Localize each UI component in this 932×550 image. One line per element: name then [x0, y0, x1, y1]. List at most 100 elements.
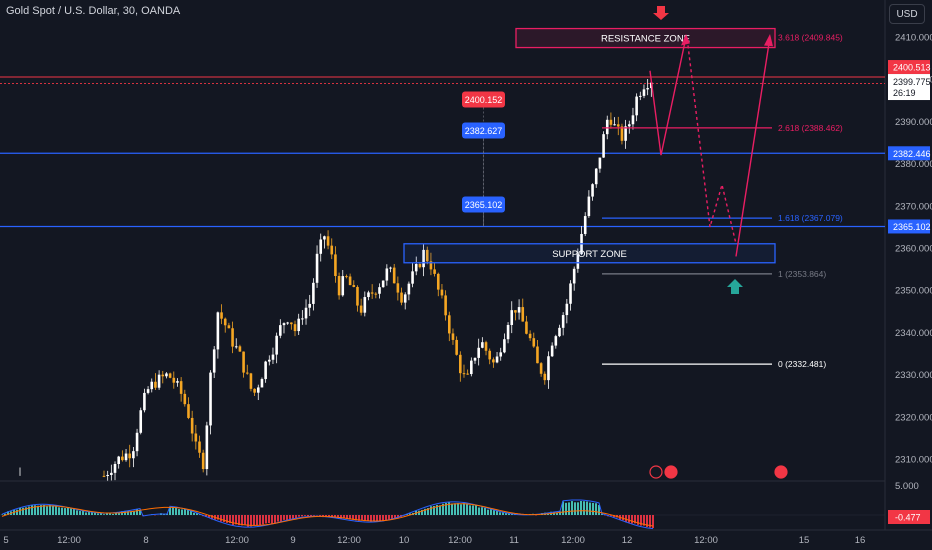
price-tick: 2410.000: [895, 33, 932, 44]
candle-body: [374, 293, 378, 295]
macd-histogram-bar: [406, 514, 408, 515]
macd-histogram-bar: [49, 504, 51, 515]
candle-body: [282, 323, 286, 326]
macd-histogram-bar: [448, 502, 450, 515]
macd-histogram-bar: [19, 507, 21, 515]
macd-histogram-bar: [184, 508, 186, 515]
macd-histogram-bar: [211, 515, 213, 520]
macd-histogram-bar: [568, 502, 570, 515]
macd-histogram-bar: [178, 509, 180, 515]
price-tag-box: [888, 219, 930, 234]
candle-body: [172, 377, 176, 383]
macd-histogram-bar: [208, 515, 210, 518]
candle-body: [624, 126, 627, 141]
zone-box: [403, 243, 776, 264]
time-tick: 12:00: [57, 535, 81, 546]
macd-histogram-bar: [58, 507, 60, 515]
macd-histogram-bar: [409, 513, 411, 515]
macd-histogram-bar: [355, 515, 357, 521]
candle-body: [477, 347, 480, 358]
candle-body: [440, 289, 444, 296]
candle-body: [543, 373, 547, 381]
candle-body: [154, 381, 157, 388]
candle-body: [367, 292, 370, 298]
macd-histogram-bar: [475, 504, 477, 515]
level-tag-b: 2365.102: [893, 222, 931, 232]
candle-body: [466, 373, 469, 375]
candle-body: [165, 373, 168, 377]
candle-body: [234, 346, 238, 348]
event-icon: [774, 465, 788, 479]
macd-histogram-bar: [268, 515, 270, 524]
macd-histogram-bar: [601, 513, 603, 515]
candle-body: [330, 245, 334, 255]
price-tick: 2340.000: [895, 328, 932, 339]
price-tick: 2320.000: [895, 412, 932, 423]
candle-body: [488, 350, 491, 360]
candle-body: [352, 285, 356, 287]
candle-body: [139, 410, 143, 433]
macd-histogram-bar: [397, 515, 399, 518]
candle-body: [128, 453, 132, 459]
event-icon: [649, 465, 663, 479]
macd-histogram-bar: [181, 509, 183, 515]
fib-label: 0 (2332.481): [778, 359, 826, 369]
macd-histogram-bar: [424, 508, 426, 515]
macd-histogram-bar: [565, 502, 567, 515]
candle-body: [319, 239, 323, 254]
candle-body: [179, 381, 183, 394]
macd-histogram-bar: [490, 509, 492, 515]
candle-body: [561, 315, 565, 328]
macd-histogram-bar: [388, 515, 390, 520]
candle-body: [403, 294, 407, 303]
time-tick: 12: [622, 535, 633, 546]
macd-histogram-bar: [433, 506, 435, 515]
candle-body: [484, 342, 488, 351]
macd-histogram-bar: [436, 504, 438, 515]
time-tick: 16: [855, 535, 866, 546]
candle-body: [286, 322, 289, 324]
down-arrow-icon: [653, 6, 669, 20]
price-tick: 2370.000: [895, 201, 932, 212]
currency-button[interactable]: USD: [889, 4, 925, 24]
macd-histogram-bar: [79, 510, 81, 515]
fib-label: 1.618 (2367.079): [778, 213, 843, 223]
macd-histogram-bar: [130, 511, 132, 515]
macd-histogram-bar: [109, 513, 111, 515]
fib-label: 3.618 (2409.845): [778, 33, 843, 43]
candle-body: [572, 268, 576, 284]
macd-histogram-bar: [286, 515, 288, 521]
time-tick: 5: [3, 535, 8, 546]
candle-body: [602, 134, 605, 158]
macd-histogram-bar: [385, 515, 387, 521]
macd-histogram-bar: [22, 507, 24, 515]
macd-histogram-bar: [226, 515, 228, 523]
macd-histogram-bar: [337, 515, 339, 519]
candle-body: [517, 307, 521, 313]
candle-body: [264, 361, 267, 380]
candle-body: [503, 339, 506, 353]
macd-histogram-bar: [274, 515, 276, 524]
macd-histogram-bar: [577, 502, 579, 515]
macd-histogram-bar: [103, 514, 105, 515]
macd-histogram-bar: [346, 515, 348, 520]
candle-body: [455, 339, 458, 355]
candle-body: [444, 295, 447, 316]
macd-histogram-bar: [190, 510, 192, 515]
macd-histogram-bar: [259, 515, 261, 526]
candle-body: [216, 312, 220, 350]
macd-histogram-bar: [574, 502, 576, 515]
price-callout: 2400.152: [465, 95, 503, 105]
candle-body: [220, 312, 223, 319]
macd-histogram-bar: [625, 515, 627, 523]
candle-body: [569, 283, 572, 304]
candle-body: [616, 124, 620, 127]
candle-body: [201, 452, 205, 470]
macd-histogram-bar: [487, 509, 489, 515]
candle-body: [253, 388, 256, 393]
macd-histogram-bar: [187, 509, 189, 515]
macd-histogram-bar: [358, 515, 360, 521]
candle-body: [436, 273, 440, 290]
